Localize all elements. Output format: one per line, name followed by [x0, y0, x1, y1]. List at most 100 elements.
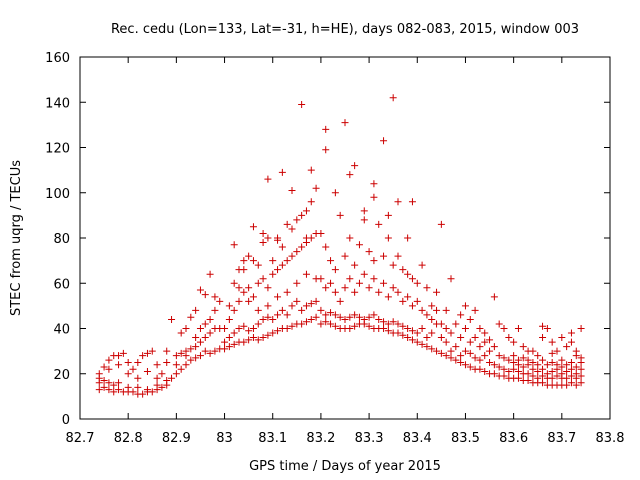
data-point	[380, 252, 388, 260]
data-point	[351, 288, 359, 296]
data-point	[572, 352, 580, 360]
data-point	[206, 270, 214, 278]
data-point	[572, 381, 580, 389]
y-axis: 0 20 40 60 80 100 120 140 160	[45, 51, 610, 428]
data-points	[95, 94, 585, 398]
data-point	[394, 198, 402, 206]
data-point	[433, 347, 441, 355]
data-point	[351, 162, 359, 170]
x-tick-label: 83.5	[451, 431, 480, 446]
data-point	[115, 386, 123, 394]
data-point	[283, 311, 291, 319]
data-point	[322, 125, 330, 133]
data-point	[153, 374, 161, 382]
data-point	[510, 338, 518, 346]
data-point	[534, 352, 542, 360]
data-point	[331, 266, 339, 274]
data-point	[312, 313, 320, 321]
x-tick-label: 83.3	[355, 431, 384, 446]
data-point	[355, 241, 363, 249]
data-point	[418, 325, 426, 332]
data-point	[486, 358, 494, 366]
data-point	[433, 288, 441, 296]
data-point	[500, 325, 508, 332]
data-point	[278, 261, 286, 269]
data-point	[298, 320, 306, 328]
data-point	[514, 367, 522, 375]
data-point	[288, 186, 296, 194]
data-point	[240, 322, 248, 330]
data-point	[153, 381, 161, 389]
data-point	[201, 291, 209, 299]
data-point	[327, 279, 335, 287]
data-point	[331, 189, 339, 197]
data-point	[423, 343, 431, 351]
data-point	[235, 325, 243, 332]
data-point	[264, 302, 272, 310]
data-point	[370, 275, 378, 283]
data-point	[293, 297, 301, 305]
data-point	[558, 334, 566, 342]
data-point	[567, 338, 575, 346]
data-point	[192, 306, 200, 314]
data-point	[221, 345, 229, 353]
data-point	[129, 388, 137, 396]
data-point	[510, 365, 518, 373]
data-point	[298, 211, 306, 219]
data-point	[274, 293, 282, 301]
data-point	[139, 390, 147, 398]
x-tick-label: 82.8	[114, 431, 143, 446]
data-point	[529, 365, 537, 373]
data-point	[553, 347, 561, 355]
data-point	[563, 367, 571, 375]
data-point	[221, 338, 229, 346]
data-point	[327, 320, 335, 328]
data-point	[143, 367, 151, 375]
data-point	[514, 325, 522, 332]
data-point	[331, 311, 339, 319]
data-point	[437, 334, 445, 342]
data-point	[346, 171, 354, 179]
data-point	[196, 338, 204, 346]
x-tick-label: 82.9	[162, 431, 191, 446]
y-tick-label: 120	[45, 142, 70, 157]
data-point	[249, 325, 257, 332]
data-point	[105, 356, 113, 364]
data-point	[119, 349, 127, 357]
data-point	[466, 338, 474, 346]
data-point	[187, 313, 195, 321]
data-point	[307, 166, 315, 174]
data-point	[259, 229, 267, 237]
data-point	[143, 349, 151, 357]
data-point	[408, 275, 416, 283]
data-point	[413, 279, 421, 287]
data-point	[201, 347, 209, 355]
x-tick-label: 83.6	[499, 431, 528, 446]
x-tick-label: 83.2	[306, 431, 335, 446]
data-point	[245, 327, 253, 335]
data-point	[264, 331, 272, 339]
data-point	[317, 229, 325, 237]
y-tick-label: 80	[53, 232, 70, 247]
data-point	[249, 223, 257, 231]
data-point	[172, 361, 180, 369]
data-point	[529, 358, 537, 366]
data-point	[134, 358, 142, 366]
data-point	[486, 336, 494, 344]
data-point	[201, 334, 209, 342]
x-tick-label: 82.7	[66, 431, 95, 446]
data-point	[196, 286, 204, 294]
data-point	[254, 306, 262, 314]
x-tick-label: 83	[216, 431, 233, 446]
data-point	[466, 315, 474, 323]
data-point	[394, 252, 402, 260]
data-point	[278, 243, 286, 251]
data-point	[418, 306, 426, 314]
data-point	[293, 279, 301, 287]
data-point	[394, 288, 402, 296]
data-point	[519, 354, 527, 362]
data-point	[365, 284, 373, 292]
data-point	[249, 334, 257, 342]
data-point	[423, 284, 431, 292]
data-point	[192, 343, 200, 351]
